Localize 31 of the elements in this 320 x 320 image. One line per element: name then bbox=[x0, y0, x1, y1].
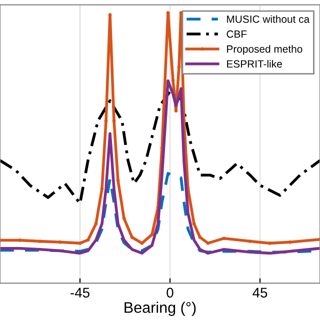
point bbox=[206, 241, 210, 245]
point bbox=[222, 236, 226, 240]
point bbox=[150, 232, 154, 236]
point bbox=[86, 238, 90, 242]
x-tick-label: -45 bbox=[70, 288, 90, 298]
point bbox=[38, 240, 42, 244]
point bbox=[198, 236, 202, 239]
point bbox=[78, 241, 82, 245]
x-tick-label: 0 bbox=[166, 288, 174, 298]
point bbox=[104, 119, 108, 123]
point bbox=[100, 186, 104, 190]
point bbox=[248, 240, 252, 244]
point bbox=[116, 178, 120, 182]
point bbox=[94, 222, 98, 226]
point bbox=[268, 241, 272, 245]
point bbox=[58, 240, 62, 244]
legend-label: MUSIC without ca bbox=[227, 15, 310, 23]
point bbox=[122, 216, 126, 220]
point bbox=[288, 240, 292, 244]
x-axis-title: Bearing (°) bbox=[124, 302, 196, 316]
point bbox=[112, 119, 116, 123]
point bbox=[192, 222, 196, 226]
point bbox=[171, 78, 175, 82]
point bbox=[174, 109, 178, 112]
x-tick-label: 45 bbox=[252, 288, 268, 298]
point bbox=[177, 65, 181, 69]
legend-label: CBF bbox=[226, 30, 247, 38]
legend-label: ESPRIT-like bbox=[227, 60, 282, 68]
point bbox=[18, 238, 22, 242]
point bbox=[130, 236, 134, 239]
legend-label: Proposed metho bbox=[227, 45, 302, 55]
